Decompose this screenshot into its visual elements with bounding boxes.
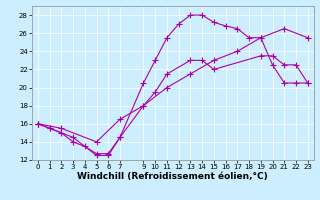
X-axis label: Windchill (Refroidissement éolien,°C): Windchill (Refroidissement éolien,°C)	[77, 172, 268, 181]
